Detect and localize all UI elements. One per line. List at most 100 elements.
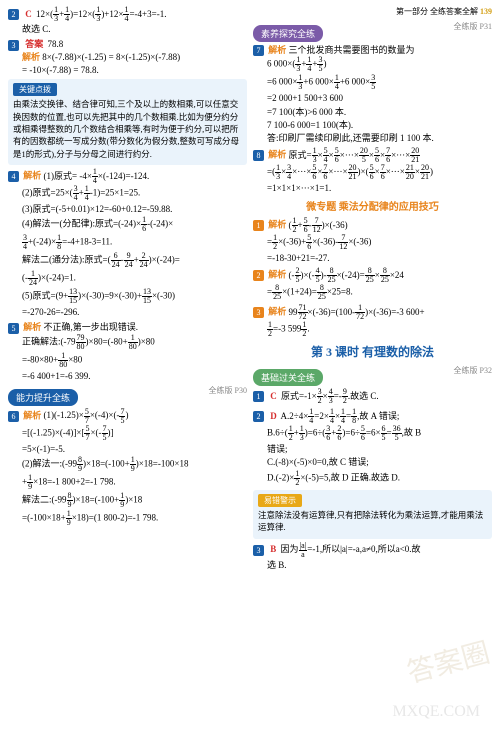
q8: 8 解析 原式=13×54×56×···×205×56×76×···×2021 … (253, 147, 492, 194)
tip-body-2: 注意除法没有运算律,只有把除法转化为乘法运算,才能用乘法运算律. (258, 509, 487, 534)
pill-suyang: 素养探究全练 (253, 25, 323, 42)
m1-l2: =12×(-36)+56×(-36)-712×(-36) (253, 234, 492, 251)
answer-b: B (270, 543, 276, 555)
q6-l6: 解法二:(-9989)×18=(-100+19)×18 (8, 492, 247, 509)
q7-head: 三个批发商共需要图书的数量为 (289, 45, 415, 55)
q6-l4: (2)解法一:(-9989)×18=(-100+19)×18=-100×18 (8, 456, 247, 473)
b2-l4: C.(-8)×(-5)×0=0,故 C 错误; (253, 456, 492, 468)
tip-box-2: 易错警示 注意除法没有运算律,只有把除法转化为乘法运算,才能用乘法运算律. (253, 490, 492, 539)
q6: 6 解析 (1)(-1.25)×57×(-4)×(-75) =[(-1.25)×… (8, 408, 247, 527)
tip-body: 由乘法交换律、结合律可知,三个及以上的数相乘,可以任意交换因数的位置,也可以先把… (13, 98, 242, 160)
q5: 5 解析 不正确,第一步出现错误. 正确解法:(-797980)×80=(-80… (8, 321, 247, 382)
header-title: 全练答案全解 (430, 7, 478, 16)
num-5: 5 (8, 323, 19, 334)
q3-l2: = -10×(-7.88) = 78.8. (8, 64, 247, 76)
q5-l2: =-80×80+180×80 (8, 352, 247, 369)
jiexi-label: 解析 (268, 45, 286, 55)
pill-basic: 基础过关全练 (253, 369, 323, 386)
q6-l5: +19×18=-1 800+2=-1 798. (8, 474, 247, 491)
m2-l1: (-25)×(-45)-825×(-24)=825×825×24 (289, 270, 404, 280)
q7-l3: =2 000+1 500+3 600 (253, 92, 492, 104)
q4-l2: (2)原式=25×(34+14-1)=25×1=25. (8, 185, 247, 202)
num-6: 6 (8, 411, 19, 422)
q3-ans: 78.8 (48, 39, 64, 49)
b3-l1: 因为|a|a=-1,所以|a|=-a,a≠0,所以a<0.故 (281, 544, 421, 554)
answer-d: D (270, 410, 277, 422)
page-ref: 全练版 P32 (454, 365, 492, 376)
q2: 2 C 12×(13+14)=12×(13)+12×14=-4+3=-1. 故选… (8, 6, 247, 35)
m3: 3 解析 997172×(-36)=(100-172)×(-36)=-3 600… (253, 304, 492, 338)
q7-l4: =7 100(本)>6 000 本. (253, 106, 492, 118)
q4-l3: (3)原式=(-5+0.01)×12=-60+0.12=-59.88. (8, 203, 247, 215)
q6-l2: =[(-1.25)×(-4)]×[57×(-75)] (8, 425, 247, 442)
q6-l3: =5×(-1)=-5. (8, 443, 247, 455)
q4-l8: (5)原式=(9+1315)×(-30)=9×(-30)+1315×(-30) (8, 288, 247, 305)
b2-l1: A.2÷4×14=2×14×14=18,故 A 错误; (281, 411, 400, 421)
q4-l6: 解法二(通分法):原式=(624-924+224)×(-24)= (8, 252, 247, 269)
micro-title: 微专题 乘法分配律的应用技巧 (253, 198, 492, 213)
b2: 2 D A.2÷4×14=2×14×14=18,故 A 错误; B.6÷(12+… (253, 408, 492, 486)
q6-l1: (1)(-1.25)×57×(-4)×(-75) (44, 410, 129, 420)
q4-l5: 34+(-24)×18=-4+18-3=11. (8, 234, 247, 251)
q2-line2: 故选 C. (8, 23, 247, 35)
q2-text: 12×(13+14)=12×(13)+12×14=-4+3=-1. (36, 9, 166, 19)
q8-l3: =1×1×1×···×1=1. (253, 182, 492, 194)
q3-l1: 8×(-7.88)×(-1.25) = 8×(-1.25)×(-7.88) (42, 52, 180, 62)
page-ref: 全练版 P31 (454, 21, 492, 32)
q7-l2: =6 000×13+6 000×14+6 000×35 (253, 74, 492, 91)
m1-l3: =-18-30+21=-27. (253, 252, 492, 264)
tip-box-1: 关键点拨 由乘法交换律、结合律可知,三个及以上的数相乘,可以任意交换因数的位置,… (8, 79, 247, 165)
jiexi-label: 解析 (23, 410, 41, 420)
b1-l1: 原式=-1×32×43=-92.故选 C. (281, 391, 379, 401)
q4-l7: (-124)×(-24)=1. (8, 270, 247, 287)
q8-l2: =(13×34×···×56×76×···×2021)×(56×76×···×2… (253, 164, 492, 181)
page-header: 第一部分 全练答案全解 139 (253, 6, 492, 21)
m2-l2: =825×(1+24)=825×25=8. (253, 284, 492, 301)
m1-l1: (12+56-712)×(-36) (289, 220, 348, 230)
jiexi-label: 解析 (23, 171, 41, 181)
lesson-title: 第 3 课时 有理数的除法 (253, 343, 492, 360)
num-2: 2 (8, 9, 19, 20)
q5-l3: =-6 400+1=-6 399. (8, 370, 247, 382)
part-label: 第一部分 (396, 7, 428, 16)
num-b1: 1 (253, 391, 264, 402)
q8-l1: 原式=13×54×56×···×205×56×76×···×2021 (289, 150, 421, 160)
q3: 3 答案 78.8 解析 8×(-7.88)×(-1.25) = 8×(-1.2… (8, 38, 247, 76)
jiexi-label: 解析 (23, 322, 41, 332)
section-ability: 能力提升全练 全练版 P30 (8, 385, 247, 408)
jiexi-label: 解析 (268, 150, 286, 160)
jiexi-label: 解析 (268, 220, 286, 230)
b2-l2: B.6÷(12+13)=6÷(36+26)=6÷56=6×65=365,故 B (253, 425, 492, 442)
page-number: 139 (480, 7, 492, 16)
q6-l7: =(-100×18+19×18)=(1 800-2)=-1 798. (8, 510, 247, 527)
left-column: 2 C 12×(13+14)=12×(13)+12×14=-4+3=-1. 故选… (8, 6, 247, 574)
section-basic: 基础过关全练 全练版 P32 (253, 365, 492, 388)
num-4: 4 (8, 171, 19, 182)
q7-l6: 答:印刷厂需续印刷此,还需要印刷 1 100 本. (253, 132, 492, 144)
num-b2: 2 (253, 411, 264, 422)
num-3: 3 (8, 40, 19, 51)
right-column: 第一部分 全练答案全解 139 素养探究全练 全练版 P31 7 解析 三个批发… (253, 6, 492, 574)
answer-label: 答案 (25, 38, 43, 50)
b1: 1 C 原式=-1×32×43=-92.故选 C. (253, 388, 492, 405)
watermark-icon: 答案圈 (402, 631, 494, 691)
q7-l1: 6 000×(13+14+35) (253, 56, 492, 73)
b3: 3 B 因为|a|a=-1,所以|a|=-a,a≠0,所以a<0.故 选 B. (253, 542, 492, 571)
q4-l1: (1)原式= -4×14×(-124)=-124. (44, 171, 150, 181)
b2-l5: D.(-2)×12×(-5)=5,故 D 正确.故选 D. (253, 470, 492, 487)
num-m2: 2 (253, 270, 264, 281)
pill-ability: 能力提升全练 (8, 389, 78, 406)
num-m3: 3 (253, 307, 264, 318)
num-m1: 1 (253, 220, 264, 231)
m2: 2 解析 (-25)×(-45)-825×(-24)=825×825×24 =8… (253, 267, 492, 301)
b3-l2: 选 B. (253, 559, 492, 571)
jiexi-label: 解析 (22, 52, 40, 62)
jiexi-label: 解析 (268, 307, 286, 317)
jiexi-label: 解析 (268, 270, 286, 280)
num-b3: 3 (253, 545, 264, 556)
answer-c: C (25, 8, 32, 20)
q4-l4: (4)解法一(分配律):原式=(-24)×16-(-24)× (8, 216, 247, 233)
m3-l1: 997172×(-36)=(100-172)×(-36)=-3 600+ (289, 307, 425, 317)
tip-title-2: 易错警示 (258, 494, 302, 508)
tip-title: 关键点拨 (13, 83, 57, 97)
